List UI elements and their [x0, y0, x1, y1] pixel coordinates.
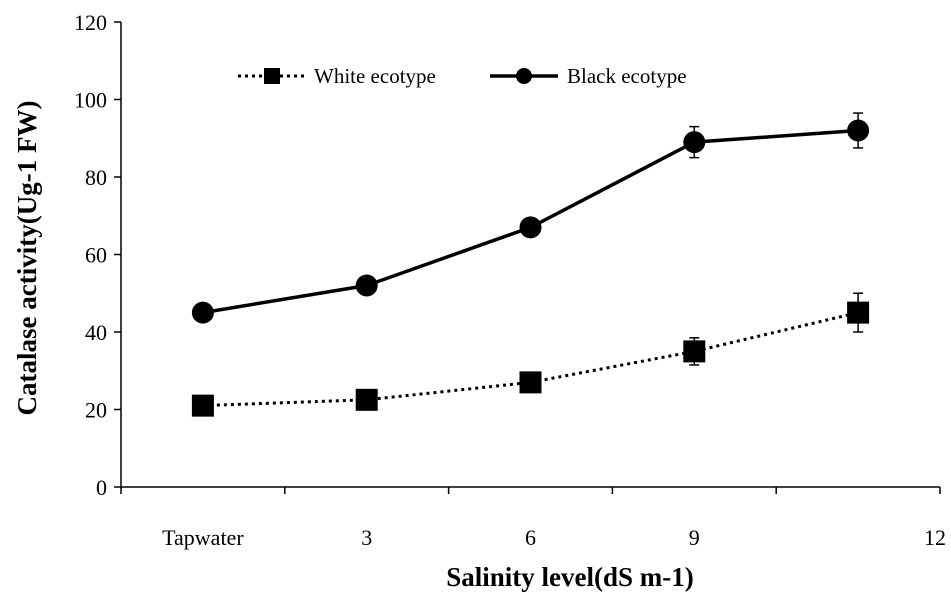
data-point-square — [355, 388, 378, 411]
legend-marker-square — [264, 68, 280, 84]
y-tick-label: 40 — [85, 320, 107, 345]
y-tick-label: 60 — [85, 243, 107, 268]
data-point-circle — [519, 216, 542, 239]
series-black-ecotype — [191, 112, 870, 324]
data-point-square — [847, 301, 870, 324]
x-tick-label: 9 — [689, 525, 700, 550]
data-point-circle — [683, 131, 706, 154]
y-tick-label: 20 — [85, 398, 107, 423]
legend: White ecotype Black ecotype — [238, 64, 687, 88]
y-tick-label: 100 — [74, 88, 107, 113]
x-axis-title: Salinity level(dS m-1) — [446, 562, 694, 592]
legend-item: White ecotype — [238, 64, 436, 88]
y-axis-title: Catalase activity(Ug-1 FW) — [12, 101, 42, 416]
x-tick-label: 6 — [525, 525, 536, 550]
x-tick-label: Tapwater — [162, 525, 244, 550]
data-point-square — [191, 394, 214, 417]
legend-label: Black ecotype — [567, 64, 687, 88]
x-tick-label: 3 — [361, 525, 372, 550]
x-axis: Tapwater 3 6 9 12 — [120, 486, 946, 550]
plot-area — [191, 112, 870, 417]
data-point-circle — [191, 301, 214, 324]
data-point-circle — [355, 274, 378, 297]
x-tick-label: 12 — [924, 525, 946, 550]
y-tick-label: 80 — [85, 165, 107, 190]
legend-marker-circle — [516, 68, 532, 84]
data-point-square — [519, 371, 542, 394]
y-tick-label: 0 — [96, 475, 107, 500]
y-axis: 0 20 40 60 80 100 120 — [74, 10, 122, 500]
data-point-circle — [847, 119, 870, 142]
legend-label: White ecotype — [314, 64, 436, 88]
legend-item: Black ecotype — [490, 64, 687, 88]
data-point-square — [683, 340, 706, 363]
series-white-ecotype — [191, 292, 870, 417]
y-tick-label: 120 — [74, 10, 107, 35]
